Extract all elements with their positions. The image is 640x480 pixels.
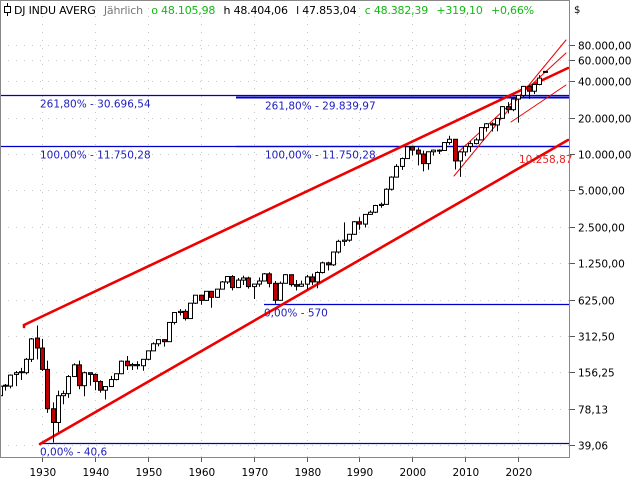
fib-level-label: 100,00% - 11.750,28 [265,150,376,162]
fib-level-label: 0,00% - 40,6 [40,447,108,459]
x-tick-label: 1970 [242,467,269,479]
price-axis[interactable]: 80.000,00 60.000,00 40.000,00 20.000,00 10.0… [570,41,631,453]
x-tick-label: 1950 [136,467,163,479]
x-tick-label: 1930 [30,467,57,479]
y-tick-label: 10.000,00 [578,150,631,162]
trend-channel [22,39,570,446]
fib-level-label: 0,00% - 570 [264,308,328,320]
x-tick-label: 1960 [189,467,216,479]
candlestick-icon [4,3,11,16]
chart-header: DJ INDU AVERG Jährlich o 48.105,98 h 48.… [4,3,539,17]
chart-grid [0,0,569,457]
fibonacci-labels: 261,80% - 30.696,54 261,80% - 29.839,97 10… [40,99,572,459]
fibonacci-levels [0,94,569,445]
symbol-name: DJ INDU AVERG [14,4,96,17]
y-tick-label: 39,06 [578,441,608,453]
change-percent: +0,66% [490,4,534,17]
y-tick-label: 5.000,00 [578,186,625,198]
x-tick-label: 1990 [347,467,374,479]
y-tick-label: 1.250,00 [578,259,625,271]
trend-value-label: 10.258,87 [519,154,572,166]
y-tick-label: 80.000,00 [578,41,631,53]
candlestick-series [0,70,548,443]
x-tick-label: 2010 [453,467,480,479]
y-tick-label: 312,50 [578,332,615,344]
open-value: o 48.105,98 [151,4,216,17]
plot-frame [0,0,570,458]
period-label: Jährlich [103,4,143,17]
y-tick-label: 20.000,00 [578,114,631,126]
time-axis[interactable]: 1930 1940 1950 1960 1970 1980 1990 2000 2010 2020 [30,458,533,479]
high-value: h 48.404,06 [223,4,288,17]
x-tick-label: 1980 [295,467,322,479]
y-tick-label: 40.000,00 [578,77,631,89]
change-value: +319,10 [436,4,483,17]
currency-label: $ [574,5,581,16]
low-value: l 47.853,04 [296,4,357,17]
y-tick-label: 78,13 [578,405,608,417]
y-tick-label: 625,00 [578,296,615,308]
x-tick-label: 2020 [506,467,533,479]
y-tick-label: 60.000,00 [578,56,631,68]
fib-level-label: 100,00% - 11.750,28 [40,150,151,162]
y-tick-label: 2.500,00 [578,223,625,235]
fib-level-label: 261,80% - 29.839,97 [265,101,376,113]
close-value: c 48.382,39 [364,4,429,17]
x-tick-label: 2000 [400,467,427,479]
x-tick-label: 1940 [83,467,110,479]
y-tick-label: 156,25 [578,368,615,380]
fib-level-label: 261,80% - 30.696,54 [40,99,151,111]
